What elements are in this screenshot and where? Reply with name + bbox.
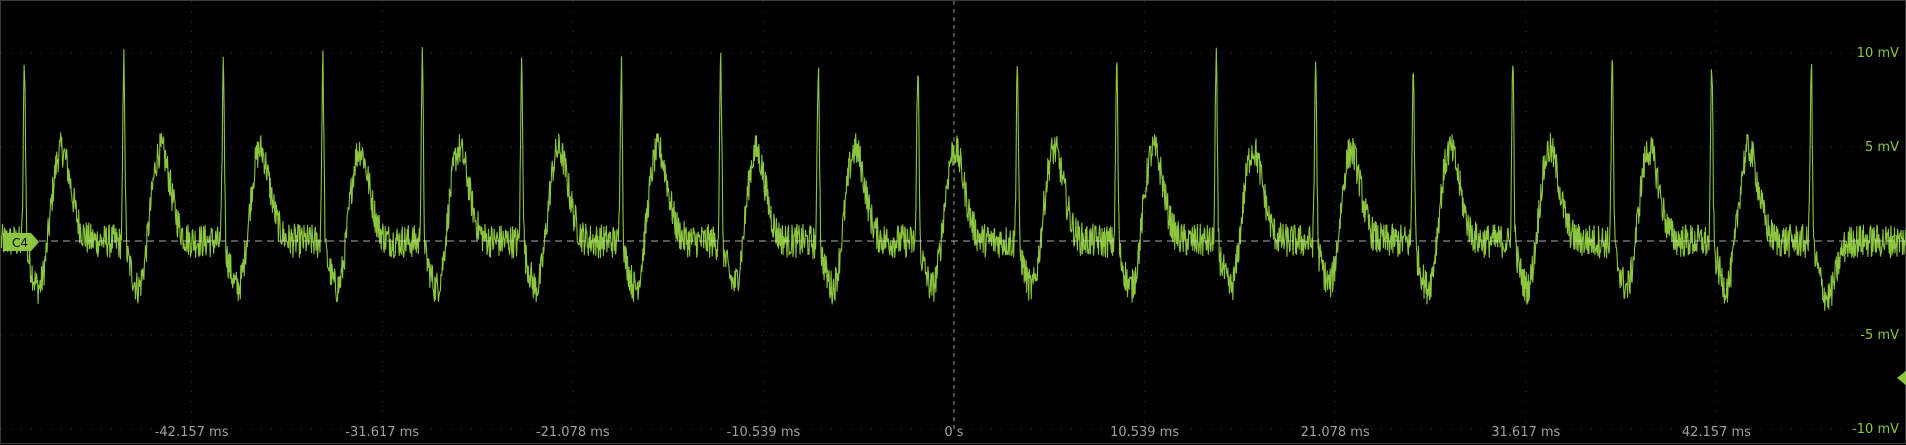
x-tick-label: -21.078 ms — [536, 425, 610, 440]
x-tick-labels: -42.157 ms -31.617 ms -21.078 ms -10.539 ms… — [155, 425, 1751, 440]
x-tick-label: 10.539 ms — [1110, 425, 1179, 440]
x-tick-label: -31.617 ms — [345, 425, 419, 440]
channel-marker-tag[interactable] — [3, 233, 39, 251]
y-tick-label: -10 mV — [1852, 422, 1899, 437]
series-trace — [1, 47, 1906, 311]
x-tick-label: -10.539 ms — [727, 425, 801, 440]
x-tick-label: -42.157 ms — [155, 425, 229, 440]
x-tick-label: 31.617 ms — [1491, 425, 1560, 440]
x-tick-label: 42.157 ms — [1682, 425, 1751, 440]
x-tick-label: 0 s — [944, 425, 963, 440]
y-tick-label: 10 mV — [1857, 46, 1899, 61]
channel-marker[interactable]: C4 — [3, 233, 39, 251]
y-tick-label: -5 mV — [1860, 328, 1899, 343]
x-tick-label: 21.078 ms — [1301, 425, 1370, 440]
y-tick-label: 0 — [1891, 234, 1899, 249]
trigger-level-arrow-icon[interactable] — [1897, 370, 1906, 386]
y-tick-labels: 10 mV 5 mV 0 -5 mV -10 mV — [1852, 46, 1899, 437]
channel-label: C4 — [12, 236, 28, 250]
grid — [1, 1, 1906, 430]
y-tick-label: 5 mV — [1865, 140, 1899, 155]
trace-group — [1, 47, 1906, 311]
